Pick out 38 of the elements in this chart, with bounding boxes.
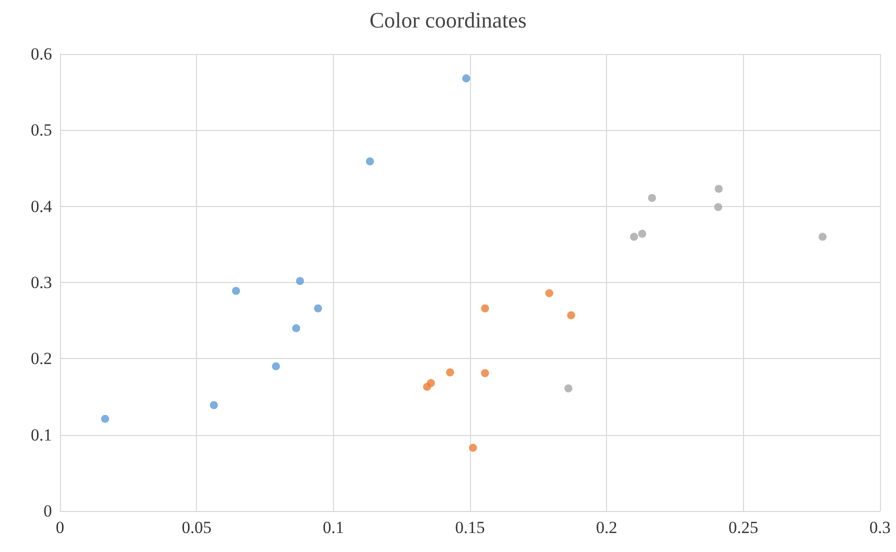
point — [296, 276, 304, 285]
x-tick-label: 0.15 — [455, 518, 485, 537]
point — [481, 304, 490, 312]
point — [469, 444, 478, 452]
point — [714, 184, 723, 193]
point — [210, 401, 218, 410]
point — [366, 157, 374, 166]
point — [101, 414, 110, 423]
point — [567, 311, 576, 320]
y-tick-label: 0.2 — [30, 349, 52, 368]
y-tick-label: 0 — [44, 502, 52, 520]
point — [481, 369, 490, 378]
point — [232, 286, 240, 295]
x-tick-label: 0.2 — [596, 518, 618, 537]
point — [630, 232, 638, 241]
y-tick-label: 0.5 — [30, 120, 52, 140]
x-tick-label: 0.05 — [182, 518, 212, 537]
point — [272, 362, 280, 370]
point — [818, 232, 827, 241]
point — [638, 230, 646, 238]
x-tick-label: 0.3 — [869, 518, 891, 537]
x-tick-label: 0 — [56, 518, 64, 537]
point — [564, 384, 572, 392]
y-tick-label: 0.6 — [30, 44, 52, 64]
point — [292, 324, 300, 332]
point — [446, 368, 454, 376]
x-tick-label: 0.1 — [322, 518, 344, 537]
point — [545, 289, 554, 298]
y-tick-label: 0.1 — [30, 425, 52, 444]
y-tick-label: 0.3 — [30, 273, 52, 292]
chart-title: Color coordinates — [369, 8, 527, 32]
y-tick-label: 0.4 — [30, 196, 52, 216]
point — [462, 74, 470, 82]
point — [426, 379, 435, 388]
x-tick-label: 0.25 — [728, 518, 758, 537]
point — [714, 203, 722, 212]
point — [314, 304, 322, 312]
point — [648, 194, 656, 202]
